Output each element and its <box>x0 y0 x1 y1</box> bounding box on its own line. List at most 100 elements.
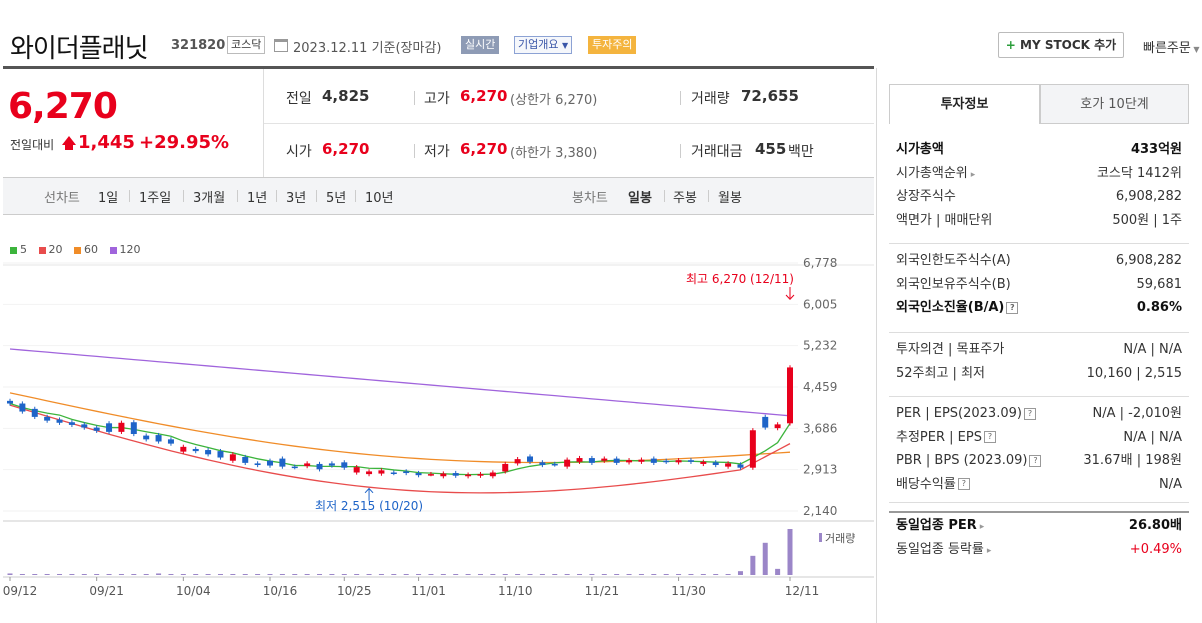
info-row: 액면가 | 매매단위 500원 | 1주 <box>896 211 1182 231</box>
calendar-icon <box>274 39 288 52</box>
info-row-value: 6,908,282 <box>1115 253 1182 268</box>
lower-limit: (하한가 3,380) <box>510 146 598 161</box>
candle-monthly[interactable]: 월봉 <box>718 191 742 206</box>
volume-bar <box>354 574 360 575</box>
info-row[interactable]: 동일업종 PER ▸ 26.80배 <box>896 516 1182 536</box>
candle <box>762 416 769 428</box>
period-1y[interactable]: 1년 <box>247 191 268 206</box>
upper-limit: (상한가 6,270) <box>510 93 598 108</box>
candle <box>564 459 571 467</box>
volume-bar <box>713 574 719 575</box>
volume-bar <box>477 574 483 575</box>
add-mystock-button[interactable]: + MY STOCK 추가 <box>998 32 1124 58</box>
prev-close-label: 전일 <box>286 91 312 107</box>
volume-bar <box>725 574 731 575</box>
volume-bar <box>230 574 236 575</box>
candle <box>452 473 459 476</box>
info-row[interactable]: 동일업종 등락률 ▸ +0.49% <box>896 540 1182 560</box>
caution-badge: 투자주의 <box>588 36 637 54</box>
x-tick-label: 11/30 <box>671 584 706 598</box>
info-row-label: 외국인한도주식수(A) <box>896 253 1011 268</box>
candle <box>712 462 719 466</box>
plus-icon: + <box>1005 38 1016 52</box>
volume-bar <box>19 574 25 575</box>
candle <box>650 458 657 463</box>
low-arrow-head <box>364 487 374 494</box>
divider <box>263 69 264 177</box>
info-row-value: 433억원 <box>1130 142 1182 157</box>
info-row-value: N/A <box>1159 476 1182 492</box>
candle-daily[interactable]: 일봉 <box>628 191 652 206</box>
y-tick-label: 2,140 <box>803 504 837 518</box>
candle <box>68 422 75 425</box>
help-icon[interactable]: ? <box>1006 301 1019 314</box>
tab-order-book[interactable]: 호가 10단계 <box>1040 84 1189 124</box>
info-row-label: 동일업종 PER ▸ <box>896 518 985 533</box>
period-3y[interactable]: 3년 <box>286 191 307 206</box>
candle <box>403 471 410 474</box>
info-row: 배당수익률? N/A <box>896 475 1182 495</box>
quick-order-button[interactable]: 빠른주문 ▼ <box>1143 37 1200 56</box>
divider <box>414 144 415 158</box>
help-icon[interactable]: ? <box>1023 407 1036 420</box>
info-row-value: N/A | N/A <box>1123 429 1182 445</box>
candle <box>774 424 781 429</box>
volume-bar <box>638 574 644 575</box>
candle <box>539 462 546 466</box>
info-row-label: 외국인소진율(B/A)? <box>896 298 1019 318</box>
candle <box>663 460 670 463</box>
volume-bar <box>106 574 112 575</box>
candle <box>353 467 360 473</box>
help-icon[interactable]: ? <box>957 478 970 490</box>
volume-bar <box>626 574 632 575</box>
volume-bar <box>527 574 533 575</box>
help-icon[interactable]: ? <box>983 431 996 443</box>
candle <box>378 470 385 474</box>
current-price: 6,270 <box>8 86 118 127</box>
realtime-button[interactable]: 실시간 <box>461 36 500 54</box>
volume-bar <box>651 574 657 575</box>
period-5y[interactable]: 5년 <box>326 191 347 206</box>
stock-chart[interactable]: 6,778 6,005 5,232 4,459 3,686 2,913 2,140 최고 6,… <box>3 255 874 623</box>
volume-bar <box>589 574 595 575</box>
candle <box>588 458 595 463</box>
volume-bar <box>304 574 310 575</box>
market-badge: 코스닥 <box>227 36 266 54</box>
x-tick-label: 10/04 <box>176 584 211 598</box>
info-row-label: 상장주식수 <box>896 189 956 204</box>
period-1w[interactable]: 1주일 <box>139 191 172 206</box>
x-tick-label: 09/12 <box>3 584 37 598</box>
volume-bar <box>205 574 211 575</box>
candle <box>31 408 38 417</box>
legend-ma5: 5 <box>10 243 27 256</box>
tab-invest-info[interactable]: 투자정보 <box>889 84 1040 124</box>
candle-weekly[interactable]: 주봉 <box>673 191 697 206</box>
x-tick-label: 10/25 <box>337 584 372 598</box>
candle <box>440 473 447 477</box>
y-tick-label: 3,686 <box>803 421 837 435</box>
volume-bar <box>416 574 422 575</box>
info-row[interactable]: 시가총액순위 ▸ 코스닥 1412위 <box>896 164 1182 184</box>
volume-bar <box>428 574 434 575</box>
candle <box>180 446 187 452</box>
open-value: 6,270 <box>322 140 370 158</box>
y-tick-label: 6,778 <box>803 256 837 270</box>
volume-bar <box>69 574 75 575</box>
info-row-value: 31.67배 | 198원 <box>1083 453 1182 468</box>
candle <box>106 423 113 432</box>
help-icon[interactable]: ? <box>1029 454 1042 467</box>
trade-value-label: 거래대금 <box>691 144 743 160</box>
candle <box>787 367 793 424</box>
candle <box>527 456 533 462</box>
volume-legend-swatch <box>819 533 822 542</box>
company-info-dropdown[interactable]: 기업개요 ▼ <box>514 36 573 54</box>
line-chart-label: 선차트 <box>44 191 80 206</box>
info-row-value: 26.80배 <box>1128 518 1182 533</box>
divider <box>237 190 238 202</box>
period-10y[interactable]: 10년 <box>365 191 394 206</box>
info-row: 외국인소진율(B/A)? 0.86% <box>896 298 1182 318</box>
candle <box>192 448 199 452</box>
period-3m[interactable]: 3개월 <box>193 191 226 206</box>
volume-bar <box>193 574 199 575</box>
period-1d[interactable]: 1일 <box>98 191 119 206</box>
